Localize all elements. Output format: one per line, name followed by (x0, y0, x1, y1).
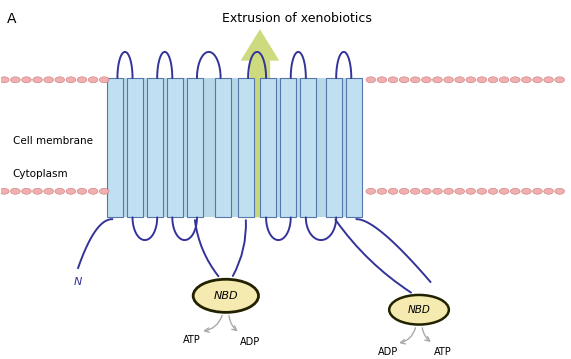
Circle shape (411, 77, 420, 83)
Text: ATP: ATP (183, 335, 200, 345)
Bar (127, 78, 143, 218)
Bar (215, 78, 231, 218)
Circle shape (544, 188, 553, 194)
Circle shape (55, 77, 65, 83)
Ellipse shape (193, 279, 259, 312)
Text: ATP: ATP (434, 347, 452, 357)
Bar (238, 78, 254, 218)
Circle shape (388, 77, 398, 83)
Circle shape (99, 77, 109, 83)
Bar (260, 78, 276, 218)
Circle shape (55, 188, 65, 194)
Bar (147, 78, 163, 218)
Circle shape (388, 188, 398, 194)
Polygon shape (240, 29, 279, 218)
Circle shape (555, 188, 565, 194)
Circle shape (399, 77, 409, 83)
Circle shape (455, 188, 465, 194)
Circle shape (421, 188, 431, 194)
Text: Cytoplasm: Cytoplasm (13, 169, 69, 179)
Circle shape (33, 77, 42, 83)
Circle shape (421, 77, 431, 83)
Text: NBD: NBD (214, 291, 238, 301)
Circle shape (10, 77, 20, 83)
Bar (107, 78, 123, 218)
Bar (167, 78, 183, 218)
Circle shape (488, 77, 498, 83)
Circle shape (510, 77, 520, 83)
Text: A: A (7, 12, 17, 26)
Circle shape (44, 188, 54, 194)
Circle shape (499, 188, 509, 194)
Circle shape (477, 77, 486, 83)
Circle shape (510, 188, 520, 194)
Circle shape (0, 188, 9, 194)
Text: ADP: ADP (240, 337, 260, 346)
Circle shape (455, 77, 465, 83)
Circle shape (499, 77, 509, 83)
Circle shape (66, 77, 76, 83)
Circle shape (444, 188, 453, 194)
Circle shape (477, 188, 486, 194)
Circle shape (89, 188, 98, 194)
Circle shape (99, 188, 109, 194)
Circle shape (366, 77, 376, 83)
Circle shape (22, 77, 31, 83)
Circle shape (10, 188, 20, 194)
Circle shape (533, 77, 542, 83)
Text: ADP: ADP (377, 347, 398, 357)
Text: Extrusion of xenobiotics: Extrusion of xenobiotics (222, 12, 372, 25)
Circle shape (66, 188, 76, 194)
Bar (345, 78, 361, 218)
Circle shape (466, 188, 476, 194)
Circle shape (433, 188, 443, 194)
Circle shape (0, 77, 9, 83)
Circle shape (411, 188, 420, 194)
Bar (300, 78, 316, 218)
Circle shape (544, 77, 553, 83)
Bar (107, 78, 361, 218)
Circle shape (33, 188, 42, 194)
Circle shape (433, 77, 443, 83)
Circle shape (377, 77, 387, 83)
Bar (280, 78, 296, 218)
Circle shape (399, 188, 409, 194)
Circle shape (521, 188, 531, 194)
Circle shape (466, 77, 476, 83)
Circle shape (521, 77, 531, 83)
Bar (326, 78, 342, 218)
Circle shape (44, 77, 54, 83)
Ellipse shape (389, 295, 449, 325)
Circle shape (77, 188, 87, 194)
Circle shape (22, 188, 31, 194)
Text: N: N (74, 277, 82, 286)
Circle shape (533, 188, 542, 194)
Circle shape (555, 77, 565, 83)
Text: NBD: NBD (408, 305, 431, 315)
Circle shape (488, 188, 498, 194)
Circle shape (89, 77, 98, 83)
Bar (187, 78, 203, 218)
Circle shape (444, 77, 453, 83)
Circle shape (377, 188, 387, 194)
Circle shape (366, 188, 376, 194)
Circle shape (77, 77, 87, 83)
Text: Cell membrane: Cell membrane (13, 136, 93, 146)
